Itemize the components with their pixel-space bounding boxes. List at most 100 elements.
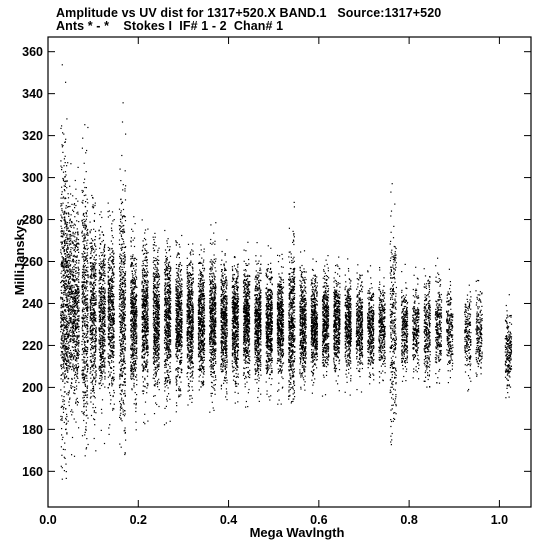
scatter-point: [82, 271, 84, 273]
scatter-point: [89, 257, 91, 259]
scatter-point: [143, 421, 145, 423]
scatter-point: [146, 344, 148, 346]
scatter-point: [78, 291, 80, 293]
scatter-point: [86, 316, 89, 319]
scatter-point: [78, 281, 80, 283]
scatter-point: [144, 348, 146, 350]
scatter-point: [133, 279, 135, 281]
scatter-point: [61, 374, 63, 376]
scatter-point: [146, 312, 148, 315]
scatter-point: [77, 363, 79, 365]
scatter-point: [95, 297, 97, 299]
scatter-point: [119, 345, 122, 347]
scatter-point: [101, 378, 103, 380]
scatter-point: [143, 330, 145, 332]
scatter-point: [135, 316, 137, 318]
scatter-point: [134, 399, 136, 401]
scatter-point: [132, 329, 134, 331]
scatter-point: [95, 248, 97, 250]
scatter-point: [103, 339, 105, 341]
scatter-point: [155, 361, 157, 363]
scatter-point: [62, 292, 64, 294]
scatter-point: [74, 317, 77, 319]
scatter-point: [119, 267, 121, 269]
scatter-point: [60, 298, 62, 300]
scatter-point: [130, 327, 132, 329]
scatter-point: [120, 417, 122, 419]
scatter-point: [98, 348, 100, 350]
scatter-point: [77, 309, 79, 311]
scatter-point: [75, 367, 77, 369]
scatter-point: [122, 343, 124, 345]
scatter-point: [69, 277, 72, 279]
scatter-point: [107, 333, 110, 335]
scatter-point: [92, 332, 94, 334]
scatter-point: [86, 215, 88, 217]
scatter-point: [131, 303, 133, 305]
scatter-point: [110, 302, 112, 305]
scatter-point: [66, 375, 68, 377]
scatter-point: [134, 296, 136, 299]
scatter-point: [63, 365, 65, 367]
scatter-point: [66, 206, 69, 208]
scatter-point: [72, 297, 74, 299]
scatter-point: [112, 354, 115, 356]
scatter-point: [81, 317, 83, 319]
scatter-point: [108, 323, 111, 325]
scatter-point: [136, 315, 138, 317]
scatter-point: [123, 337, 126, 339]
scatter-point: [142, 311, 144, 314]
scatter-point: [109, 311, 111, 313]
scatter-point: [132, 274, 134, 276]
scatter-point: [64, 220, 66, 222]
scatter-point: [94, 347, 96, 349]
scatter-point: [131, 263, 133, 266]
scatter-point: [103, 310, 105, 312]
scatter-point: [87, 348, 89, 350]
scatter-point: [95, 299, 97, 301]
scatter-point: [75, 340, 77, 342]
scatter-point: [120, 343, 122, 345]
scatter-point: [67, 351, 69, 353]
scatter-point: [64, 155, 66, 157]
scatter-point: [124, 246, 126, 249]
scatter-point: [147, 369, 149, 371]
scatter-point: [90, 277, 92, 279]
scatter-point: [157, 335, 160, 337]
scatter-point: [112, 320, 114, 322]
scatter-point: [98, 264, 101, 266]
scatter-point: [111, 382, 113, 384]
scatter-point: [133, 349, 135, 351]
scatter-point: [66, 270, 68, 272]
scatter-point: [133, 370, 135, 373]
scatter-point: [112, 306, 114, 308]
scatter-point: [73, 296, 75, 299]
scatter-point: [60, 326, 62, 328]
scatter-point: [83, 194, 85, 197]
scatter-point: [154, 395, 156, 397]
scatter-point: [107, 202, 109, 204]
scatter-point: [132, 351, 134, 353]
scatter-point: [95, 344, 97, 346]
scatter-point: [76, 278, 78, 280]
scatter-point: [92, 389, 94, 391]
scatter-point: [109, 373, 111, 375]
scatter-point: [70, 293, 72, 295]
scatter-point: [62, 262, 64, 264]
scatter-point: [130, 305, 132, 308]
scatter-point: [133, 328, 135, 330]
scatter-point: [119, 314, 121, 317]
scatter-point: [124, 392, 126, 394]
scatter-point: [81, 311, 84, 313]
scatter-point: [133, 363, 135, 365]
scatter-point: [156, 327, 158, 329]
scatter-point: [134, 392, 136, 394]
scatter-point: [92, 327, 94, 329]
scatter-point: [95, 295, 97, 297]
scatter-point: [100, 347, 102, 349]
scatter-point: [77, 341, 79, 343]
scatter-point: [74, 236, 76, 238]
scatter-point: [100, 331, 102, 333]
scatter-point: [112, 342, 114, 344]
scatter-point: [107, 319, 110, 321]
